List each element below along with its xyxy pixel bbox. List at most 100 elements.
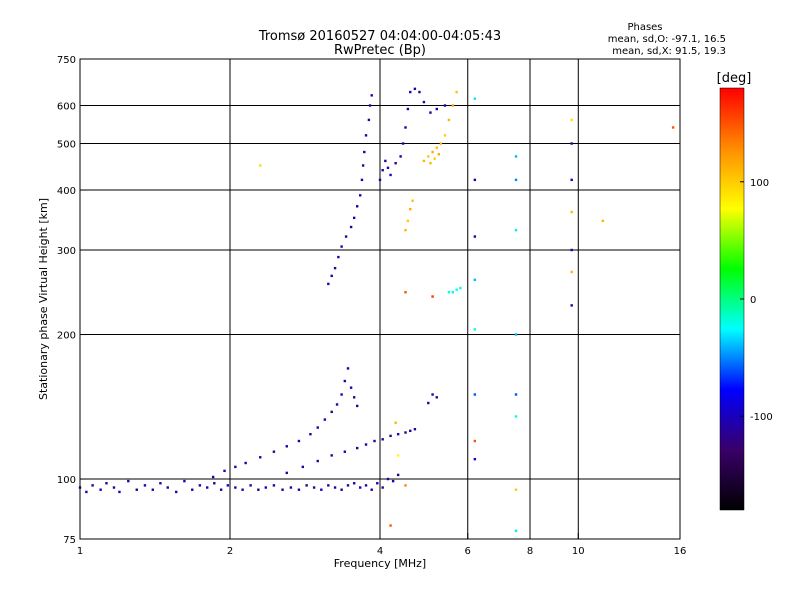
- data-point: [297, 488, 301, 491]
- data-point: [435, 107, 438, 111]
- data-point: [409, 429, 412, 433]
- data-point: [364, 134, 368, 137]
- colorbar-tick-label: 100: [750, 178, 769, 189]
- y-tick-label: 100: [57, 475, 76, 486]
- data-point: [473, 457, 477, 461]
- data-point: [272, 450, 276, 453]
- data-point: [381, 438, 384, 441]
- data-point: [219, 488, 223, 491]
- data-point: [386, 166, 390, 170]
- data-point: [316, 459, 319, 463]
- data-point: [143, 484, 147, 487]
- data-point: [183, 479, 186, 483]
- data-point: [570, 304, 573, 307]
- data-point: [514, 529, 518, 533]
- data-point: [323, 418, 327, 421]
- data-point: [289, 486, 293, 489]
- data-point: [406, 107, 410, 111]
- data-point: [386, 477, 390, 481]
- data-point: [213, 482, 216, 485]
- data-point: [241, 488, 244, 491]
- phase-header: Phases: [627, 22, 662, 33]
- data-point: [389, 173, 392, 177]
- x-tick-label: 8: [527, 546, 533, 557]
- data-point: [361, 164, 365, 167]
- data-point: [384, 159, 387, 163]
- data-point: [355, 205, 359, 208]
- data-point: [601, 219, 605, 223]
- data-point: [389, 434, 392, 438]
- axis-ticks: 1 2 4 6 8 10 16 75 100 200 300 400 500 600 750: [57, 55, 686, 557]
- data-point: [378, 178, 382, 182]
- data-point: [427, 155, 430, 158]
- colorbar-tick-label: 0: [750, 295, 756, 306]
- data-point: [514, 178, 518, 182]
- data-point: [244, 461, 247, 465]
- data-point: [514, 333, 518, 336]
- data-point: [401, 142, 405, 145]
- data-point: [85, 490, 88, 494]
- data-point: [257, 488, 260, 491]
- data-point: [346, 367, 350, 370]
- data-point: [105, 482, 108, 485]
- data-point: [451, 104, 455, 107]
- data-point: [198, 484, 202, 487]
- chart-title: Tromsø 20160527 04:04:00-04:05:43: [258, 29, 501, 44]
- colorbar-label: [deg]: [717, 71, 752, 86]
- data-point: [455, 90, 458, 94]
- data-point: [91, 484, 94, 487]
- data-point: [473, 328, 477, 331]
- data-point: [514, 393, 518, 396]
- x-tick-label: 1: [77, 546, 83, 557]
- data-point: [431, 150, 434, 154]
- data-point: [406, 219, 410, 223]
- data-point: [396, 432, 400, 436]
- data-point: [316, 426, 319, 429]
- data-point: [447, 118, 451, 122]
- data-point: [514, 155, 518, 158]
- data-point: [437, 153, 441, 156]
- data-point: [391, 479, 395, 483]
- data-point: [259, 164, 262, 167]
- data-point: [671, 126, 675, 129]
- y-axis-label: Stationary phase Virtual Height [km]: [37, 198, 50, 400]
- data-point: [327, 282, 330, 286]
- data-point: [234, 465, 237, 469]
- data-point: [343, 450, 347, 453]
- data-point: [191, 488, 194, 491]
- data-point: [373, 439, 376, 443]
- data-point: [346, 484, 350, 487]
- data-point: [297, 439, 301, 443]
- data-point: [404, 291, 407, 294]
- data-point: [570, 142, 573, 145]
- grid-lines: [80, 59, 680, 539]
- data-point: [333, 486, 337, 489]
- data-point: [376, 482, 379, 485]
- data-point: [570, 118, 573, 122]
- data-point: [285, 445, 288, 448]
- data-point: [396, 473, 400, 477]
- chart-subtitle: RwPretec (Bp): [334, 43, 426, 58]
- data-point: [352, 216, 356, 220]
- data-point: [570, 248, 573, 252]
- x-tick-label: 10: [572, 546, 585, 557]
- data-point: [435, 146, 438, 149]
- data-point: [281, 488, 284, 491]
- data-point: [447, 291, 451, 294]
- data-point: [389, 524, 392, 527]
- x-tick-label: 6: [465, 546, 471, 557]
- x-axis-label: Frequency [MHz]: [334, 557, 426, 570]
- data-point: [422, 159, 426, 163]
- y-tick-label: 75: [63, 535, 76, 546]
- data-point: [352, 482, 356, 485]
- data-point: [175, 490, 178, 494]
- data-point: [404, 228, 407, 232]
- data-point: [404, 431, 407, 434]
- data-point: [272, 484, 276, 487]
- data-point: [264, 486, 268, 489]
- data-point: [473, 278, 477, 282]
- data-point: [570, 270, 573, 274]
- data-point: [99, 488, 102, 491]
- data-point: [127, 479, 130, 483]
